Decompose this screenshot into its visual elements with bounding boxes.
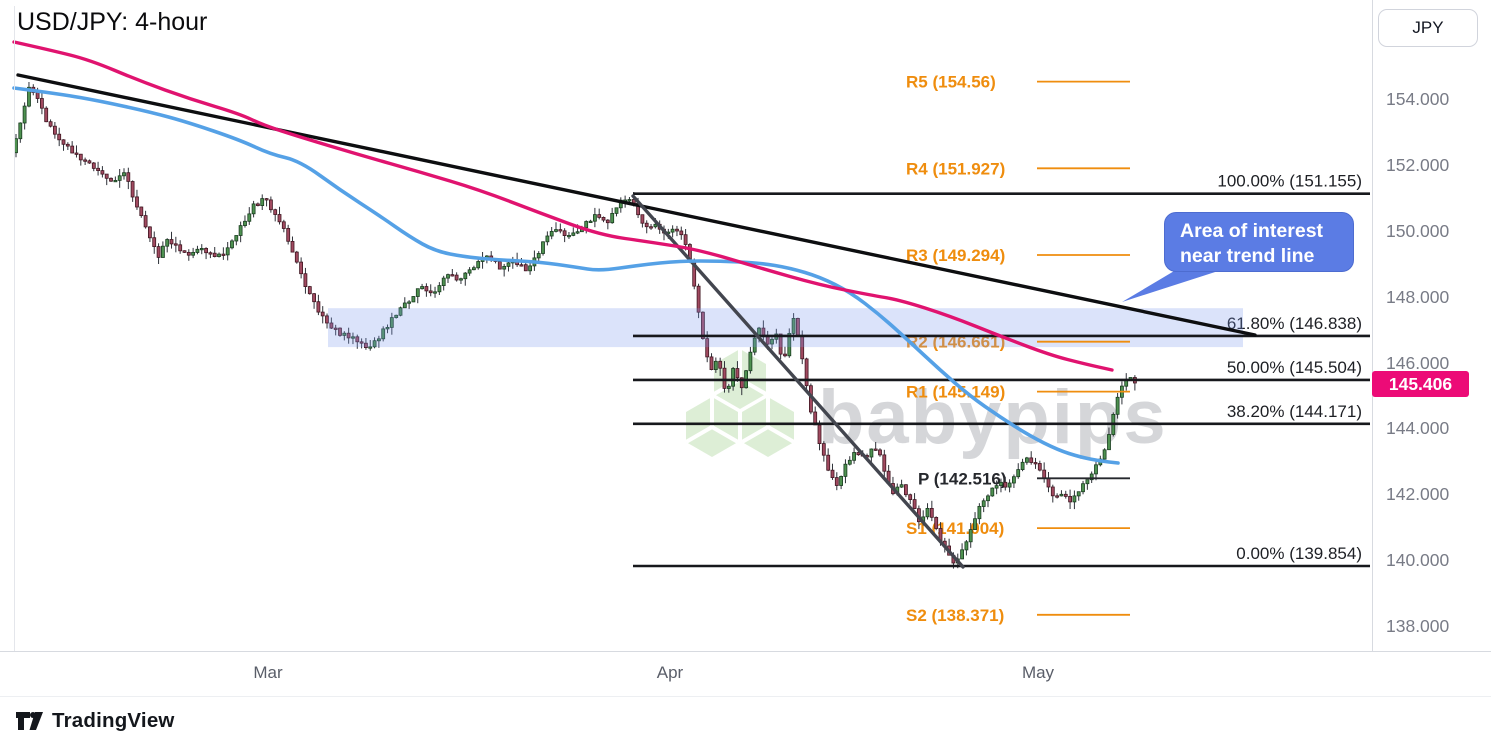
fib-label-100: 100.00% (151.155)	[1217, 172, 1362, 191]
pivot-label-p: P (142.516)	[918, 469, 1007, 488]
y-axis-label: 154.000	[1386, 89, 1450, 109]
area-of-interest-callout[interactable]: Area of interest near trend line	[1164, 212, 1354, 272]
trend-line-1	[16, 73, 1257, 337]
time-axis[interactable]: Mar Apr May	[0, 651, 1491, 697]
y-axis-label: 152.000	[1386, 154, 1450, 175]
pivot-label-r5: R5 (154.56)	[906, 73, 996, 92]
pivot-label-r1: R1 (145.149)	[906, 383, 1005, 402]
price-axis[interactable]: 154.000 152.000 150.000 148.000 146.000 144.0…	[1373, 0, 1491, 651]
fib-label-50: 50.00% (145.504)	[1227, 358, 1362, 377]
fib-label-0: 0.00% (139.854)	[1236, 544, 1362, 563]
babypips-logo-icon	[685, 349, 795, 457]
y-axis-label: 146.000	[1386, 352, 1450, 373]
ma-line-blue	[12, 86, 1120, 465]
candlestick-series	[14, 82, 1137, 569]
y-axis-label: 144.000	[1386, 418, 1450, 439]
fib-label-61-8: 61.80% (146.838)	[1227, 314, 1362, 333]
x-axis-label-mar: Mar	[253, 663, 283, 682]
trend-line-2	[631, 194, 965, 569]
callout-tail	[1122, 264, 1240, 302]
fib-label-38-2: 38.20% (144.171)	[1227, 402, 1362, 421]
tradingview-brand-text: TradingView	[52, 709, 175, 732]
plot-left-border	[14, 6, 15, 651]
tradingview-attribution[interactable]: TradingView	[14, 708, 175, 734]
currency-button[interactable]: JPY	[1378, 9, 1478, 47]
y-axis-label: 148.000	[1386, 286, 1450, 307]
ma-line-pink	[12, 40, 1114, 372]
y-axis-label: 150.000	[1386, 220, 1450, 241]
y-axis-label: 138.000	[1386, 616, 1450, 637]
pivot-label-r2: R2 (146.661)	[906, 333, 1005, 352]
page-title: USD/JPY: 4-hour	[17, 8, 208, 36]
tradingview-logo-icon	[16, 712, 43, 730]
y-axis-label: 142.000	[1386, 484, 1450, 505]
x-axis-label-may: May	[1021, 663, 1055, 682]
pivot-label-r4: R4 (151.927)	[906, 159, 1005, 178]
callout-line2: near trend line	[1180, 245, 1315, 267]
current-price-badge: 145.406	[1372, 371, 1469, 398]
area-of-interest-band	[328, 308, 1243, 348]
y-axis-label: 140.000	[1386, 550, 1450, 571]
price-axis-border	[1372, 0, 1373, 695]
pivot-label-s2: S2 (138.371)	[906, 606, 1004, 625]
pivot-label-r3: R3 (149.294)	[906, 246, 1005, 265]
x-axis-label-apr: Apr	[656, 663, 684, 682]
callout-line1: Area of interest	[1180, 220, 1324, 242]
price-chart-canvas[interactable]: babypips R5 (154.56)R4 (151.927)R3 (149.…	[0, 0, 1372, 651]
